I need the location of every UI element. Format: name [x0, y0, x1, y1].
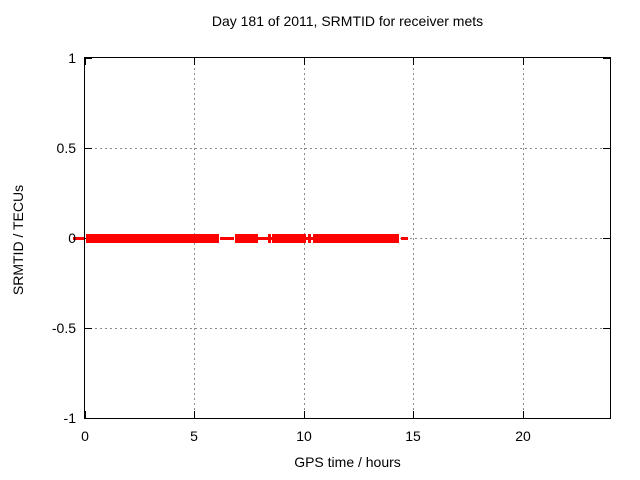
y-tick-left [85, 58, 92, 59]
y-tick-right [603, 58, 610, 59]
x-tick-label: 20 [515, 428, 531, 444]
chart-title: Day 181 of 2011, SRMTID for receiver met… [211, 13, 484, 29]
x-tick-top [523, 58, 524, 65]
data-point-dash [258, 237, 265, 240]
x-tick-top [304, 58, 305, 65]
y-gridline [85, 328, 610, 329]
x-tick-bottom [413, 411, 414, 418]
x-tick-label: 15 [405, 428, 421, 444]
y-tick-label: -1 [63, 410, 76, 426]
y-tick-label: 1 [68, 50, 76, 66]
x-tick-bottom [523, 411, 524, 418]
x-tick-top [413, 58, 414, 65]
y-tick-left [85, 148, 92, 149]
plot-area [73, 57, 611, 419]
data-point-dash [401, 237, 408, 240]
y-tick-label: -0.5 [51, 320, 76, 336]
data-segment [86, 234, 219, 243]
y-tick-right [603, 238, 610, 239]
x-tick-bottom [194, 411, 195, 418]
data-point-dash [227, 237, 234, 240]
y-tick-right [603, 418, 610, 419]
data-point-dash [220, 237, 227, 240]
data-segment [313, 234, 399, 243]
edge-dash-y0 [73, 237, 84, 240]
x-tick-top [194, 58, 195, 65]
y-tick-left [85, 418, 92, 419]
data-segment [272, 234, 306, 243]
y-tick-label: 0 [68, 230, 76, 246]
y-tick-left [85, 328, 92, 329]
x-axis-label: GPS time / hours [294, 454, 401, 470]
data-segment [235, 234, 258, 243]
x-tick-label: 10 [296, 428, 312, 444]
data-point-plus [268, 234, 271, 243]
x-tick-label: 0 [81, 428, 89, 444]
y-tick-right [603, 328, 610, 329]
y-gridline [85, 148, 610, 149]
x-tick-top [85, 58, 86, 65]
y-tick-label: 0.5 [56, 140, 76, 156]
y-tick-right [603, 148, 610, 149]
x-tick-bottom [304, 411, 305, 418]
x-tick-bottom [85, 411, 86, 418]
x-tick-label: 5 [190, 428, 198, 444]
data-point-plus [308, 234, 311, 243]
